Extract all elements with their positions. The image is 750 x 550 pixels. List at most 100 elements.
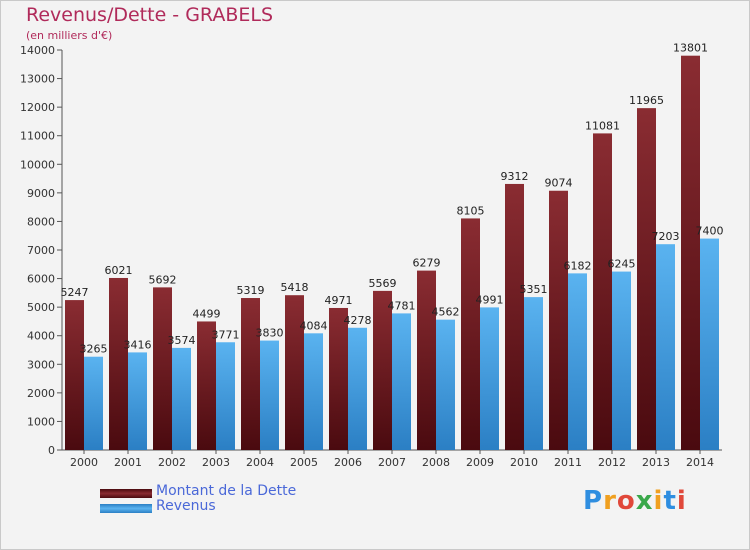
bar-dette-2007 (373, 290, 392, 450)
data-label-revenus-2006: 4278 (344, 314, 372, 327)
x-tick-label: 2003 (202, 456, 230, 469)
data-label-dette-2002: 5692 (149, 273, 177, 286)
data-label-dette-2014: 13801 (673, 42, 708, 55)
bar-revenus-2009 (480, 307, 499, 450)
y-tick-label: 13000 (20, 73, 55, 86)
logo-letter-5: t (663, 486, 677, 516)
x-tick-label: 2014 (686, 456, 714, 469)
data-label-dette-2013: 11965 (629, 94, 664, 107)
bar-revenus-2008 (436, 319, 455, 450)
data-label-dette-2011: 9074 (545, 177, 573, 190)
data-label-dette-2001: 6021 (105, 264, 133, 277)
data-label-revenus-2007: 4781 (388, 299, 416, 312)
bar-dette-2001 (109, 277, 128, 450)
x-tick-label: 2013 (642, 456, 670, 469)
y-tick-label: 1000 (27, 415, 55, 428)
axes: 0 1000 2000 3000 4000 5000 6000 7000 8000 9000 100… (20, 44, 722, 469)
y-tick-label: 3000 (27, 358, 55, 371)
bar-dette-2004 (241, 298, 260, 450)
data-label-revenus-2010: 5351 (520, 283, 548, 296)
bar-revenus-2014 (700, 238, 719, 450)
data-label-dette-2004: 5319 (237, 284, 265, 297)
bar-dette-2013 (637, 108, 656, 451)
x-tick-label: 2000 (70, 456, 98, 469)
bar-dette-2005 (285, 295, 304, 450)
bar-revenus-2002 (172, 347, 191, 450)
bar-dette-2012 (593, 133, 612, 450)
bar-dette-2009 (461, 218, 480, 450)
bar-dette-2006 (329, 307, 348, 450)
bar-revenus-2011 (568, 273, 587, 450)
data-label-revenus-2009: 4991 (476, 293, 504, 306)
y-tick-label: 14000 (20, 44, 55, 57)
data-label-dette-2003: 4499 (193, 307, 221, 320)
chart-subtitle: (en milliers d'€) (26, 29, 113, 42)
bar-revenus-2003 (216, 342, 235, 450)
y-tick-label: 12000 (20, 101, 55, 114)
data-label-dette-2005: 5418 (281, 281, 309, 294)
legend-swatch-revenus (100, 504, 152, 513)
bar-dette-2000 (65, 300, 84, 450)
data-label-dette-2000: 5247 (61, 286, 89, 299)
chart-title: Revenus/Dette - GRABELS (26, 4, 274, 26)
data-label-dette-2010: 9312 (501, 170, 529, 183)
data-label-dette-2006: 4971 (325, 294, 353, 307)
logo-letter-6: i (676, 486, 687, 516)
data-label-revenus-2014: 7400 (696, 225, 724, 238)
bar-dette-2008 (417, 270, 436, 450)
legend-swatch-dette (100, 489, 152, 498)
y-tick-label: 4000 (27, 330, 55, 343)
x-tick-label: 2011 (554, 456, 582, 469)
bar-dette-2014 (681, 55, 700, 450)
bar-dette-2010 (505, 183, 524, 450)
bar-revenus-2012 (612, 271, 631, 450)
data-labels: 5247 3265 6021 3416 5692 3574 4499 3771 5319 3830… (61, 42, 724, 356)
x-tick-label: 2005 (290, 456, 318, 469)
proxiti-logo: Proxiti (583, 486, 687, 516)
logo-letter-0: P (583, 486, 604, 516)
legend-label-dette: Montant de la Dette (156, 483, 297, 499)
bars (65, 55, 719, 451)
bar-revenus-2007 (392, 313, 411, 450)
data-label-revenus-2003: 3771 (212, 328, 240, 341)
y-tick-label: 5000 (27, 301, 55, 314)
y-tick-label: 7000 (27, 244, 55, 257)
data-label-dette-2009: 8105 (457, 204, 485, 217)
x-tick-label: 2008 (422, 456, 450, 469)
logo-letter-1: r (603, 486, 617, 516)
y-tick-label: 0 (48, 444, 55, 457)
data-label-revenus-2005: 4084 (300, 319, 328, 332)
data-label-revenus-2000: 3265 (80, 343, 108, 356)
bar-revenus-2010 (524, 297, 543, 450)
x-tick-label: 2006 (334, 456, 362, 469)
logo-letter-4: i (653, 486, 664, 516)
x-tick-label: 2007 (378, 456, 406, 469)
x-tick-label: 2010 (510, 456, 538, 469)
data-label-revenus-2008: 4562 (432, 306, 460, 319)
bar-revenus-2005 (304, 333, 323, 450)
bar-revenus-2004 (260, 340, 279, 450)
bar-dette-2002 (153, 287, 172, 450)
y-tick-label: 10000 (20, 158, 55, 171)
logo-letter-3: x (635, 486, 654, 516)
data-label-revenus-2001: 3416 (124, 338, 152, 351)
y-tick-label: 9000 (27, 187, 55, 200)
data-label-revenus-2004: 3830 (256, 327, 284, 340)
x-tick-label: 2001 (114, 456, 142, 469)
x-tick-label: 2004 (246, 456, 274, 469)
y-tick-label: 6000 (27, 273, 55, 286)
legend-label-revenus: Revenus (156, 498, 216, 514)
data-label-dette-2012: 11081 (585, 119, 620, 132)
bar-revenus-2013 (656, 244, 675, 450)
bar-revenus-2001 (128, 352, 147, 450)
bar-revenus-2006 (348, 327, 367, 450)
bar-dette-2011 (549, 190, 568, 450)
data-label-dette-2008: 6279 (413, 257, 441, 270)
data-label-revenus-2002: 3574 (168, 334, 196, 347)
x-tick-label: 2012 (598, 456, 626, 469)
y-tick-label: 8000 (27, 215, 55, 228)
bar-revenus-2000 (84, 356, 103, 450)
data-label-revenus-2012: 6245 (608, 258, 636, 271)
bar-dette-2003 (197, 321, 216, 450)
x-tick-label: 2009 (466, 456, 494, 469)
